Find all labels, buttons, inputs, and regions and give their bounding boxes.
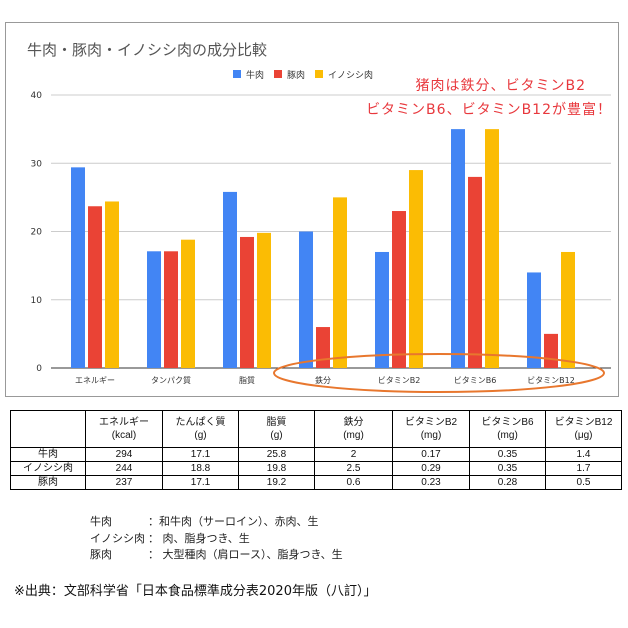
table-cell: 0.28	[469, 475, 546, 490]
x-tick-label: エネルギー	[75, 376, 115, 385]
bar-豚肉-エネルギー	[88, 206, 102, 368]
table-cell: イノシシ肉	[10, 461, 86, 476]
bar-chart: 0 10 20 30 40 エネルギー タンパク質 脂質 鉄分 ビタミンB2 ビタミンB6 ビタミンB…	[31, 91, 611, 393]
x-tick-label: ビタミンB6	[454, 376, 497, 385]
table-cell: 0.17	[392, 447, 470, 462]
bar-豚肉-鉄分	[316, 327, 330, 368]
bar-イノシシ肉-鉄分	[333, 197, 347, 368]
bar-イノシシ肉-ビタミンB2	[409, 170, 423, 368]
chart-title: 牛肉・豚肉・イノシシ肉の成分比較	[27, 41, 268, 59]
table-header-cell: ビタミンB6 (mg)	[469, 410, 546, 448]
bar-牛肉-鉄分	[299, 231, 313, 368]
y-tick-label: 10	[31, 296, 43, 306]
chart-panel: 0 10 20 30 40 エネルギー タンパク質 脂質 鉄分 ビタミンB2 ビタミンB6 ビタミンB…	[5, 22, 619, 397]
nutrition-table: エネルギー (kcal) たんぱく質 (g) 脂質 (g) 鉄分 (mg) ビタミンB2…	[10, 410, 622, 490]
table-cell: 19.8	[238, 461, 315, 476]
note-text: ：和牛肉（サーロイン）、赤肉、生	[148, 515, 319, 528]
table-header-row: エネルギー (kcal) たんぱく質 (g) 脂質 (g) 鉄分 (mg) ビタミンB2…	[10, 410, 622, 448]
table-cell: 1.4	[545, 447, 622, 462]
y-tick-label: 40	[31, 91, 43, 101]
x-tick-label: 脂質	[239, 375, 255, 385]
legend-item: 豚肉	[274, 68, 305, 81]
bar-牛肉-タンパク質	[147, 251, 161, 368]
bar-牛肉-ビタミンB2	[375, 251, 389, 368]
table-cell: 2.5	[314, 461, 393, 476]
x-tick-label: ビタミンB12	[527, 376, 575, 385]
table-cell: 牛肉	[10, 447, 86, 462]
legend-label: 牛肉	[246, 71, 265, 81]
table-cell: 0.29	[392, 461, 470, 476]
table-cell: 2	[314, 447, 393, 462]
note-label: イノシシ肉	[90, 532, 145, 545]
table-cell: 19.2	[238, 475, 315, 490]
bar-イノシシ肉-ビタミンB6	[485, 129, 499, 368]
table-cell: 0.35	[469, 461, 546, 476]
table-cell: 0.6	[314, 475, 393, 490]
bar-豚肉-ビタミンB12	[544, 333, 558, 368]
legend-swatch-icon	[274, 70, 283, 78]
table-row: 牛肉 294 17.1 25.8 2 0.17 0.35 1.4	[10, 447, 622, 462]
bar-豚肉-脂質	[240, 236, 254, 368]
bar-牛肉-エネルギー	[71, 167, 85, 368]
annotation-line-2: ビタミンB6、ビタミンB12が豊富！	[366, 102, 612, 118]
table-row: イノシシ肉 244 18.8 19.8 2.5 0.29 0.35 1.7	[10, 461, 622, 476]
table-cell: 294	[85, 447, 163, 462]
bar-牛肉-ビタミンB6	[451, 129, 465, 368]
table-cell: 豚肉	[10, 475, 86, 490]
legend: 牛肉 豚肉 イノシシ肉	[233, 68, 373, 81]
table-header-cell: ビタミンB12 (μg)	[545, 410, 622, 448]
table-cell: 17.1	[162, 447, 239, 462]
x-tick-label: 鉄分	[315, 375, 331, 385]
note-label: 牛肉	[90, 515, 112, 528]
bar-牛肉-脂質	[223, 191, 237, 368]
table-header-cell: 脂質 (g)	[238, 410, 315, 448]
table-header-cell: ビタミンB2 (mg)	[392, 410, 470, 448]
legend-label: イノシシ肉	[328, 71, 374, 81]
x-tick-label: タンパク質	[151, 375, 191, 385]
legend-item: イノシシ肉	[315, 68, 373, 81]
note-text: ： 大型種肉（肩ロース）、脂身つき、生	[148, 548, 343, 561]
table-row: 豚肉 237 17.1 19.2 0.6 0.23 0.28 0.5	[10, 475, 622, 490]
source-citation: ※出典：文部科学省「日本食品標準成分表2020年版（八訂）」	[14, 584, 377, 599]
table-cell: 17.1	[162, 475, 239, 490]
table-header-cell: エネルギー (kcal)	[85, 410, 163, 448]
table-cell: 0.35	[469, 447, 546, 462]
bar-イノシシ肉-脂質	[257, 232, 271, 368]
table-cell: 237	[85, 475, 163, 490]
y-tick-label: 30	[31, 159, 43, 169]
y-tick-label: 0	[36, 364, 42, 374]
note-text: ： 肉、脂身つき、生	[148, 532, 250, 545]
table-header-cell: 鉄分 (mg)	[314, 410, 393, 448]
table-cell: 1.7	[545, 461, 622, 476]
table-header-cell: たんぱく質 (g)	[162, 410, 239, 448]
annotation-line-1: 猪肉は鉄分、ビタミンB2	[415, 78, 586, 94]
bar-豚肉-タンパク質	[164, 251, 178, 368]
table-cell: 25.8	[238, 447, 315, 462]
bar-豚肉-ビタミンB2	[392, 211, 406, 368]
bar-イノシシ肉-タンパク質	[181, 239, 195, 368]
table-cell: 18.8	[162, 461, 239, 476]
note-label: 豚肉	[90, 548, 112, 561]
table-cell: 0.23	[392, 475, 470, 490]
y-tick-label: 20	[31, 228, 43, 238]
legend-item: 牛肉	[233, 68, 264, 81]
bar-イノシシ肉-ビタミンB12	[561, 251, 575, 368]
legend-label: 豚肉	[287, 71, 306, 81]
x-tick-label: ビタミンB2	[378, 376, 421, 385]
bar-豚肉-ビタミンB6	[468, 176, 482, 368]
bar-牛肉-ビタミンB12	[527, 272, 541, 368]
table-cell: 244	[85, 461, 163, 476]
highlight-ellipse	[273, 353, 605, 393]
bar-イノシシ肉-エネルギー	[105, 201, 119, 368]
legend-swatch-icon	[315, 70, 324, 78]
legend-swatch-icon	[233, 70, 241, 78]
table-cell: 0.5	[545, 475, 622, 490]
table-header-cell	[10, 410, 86, 448]
